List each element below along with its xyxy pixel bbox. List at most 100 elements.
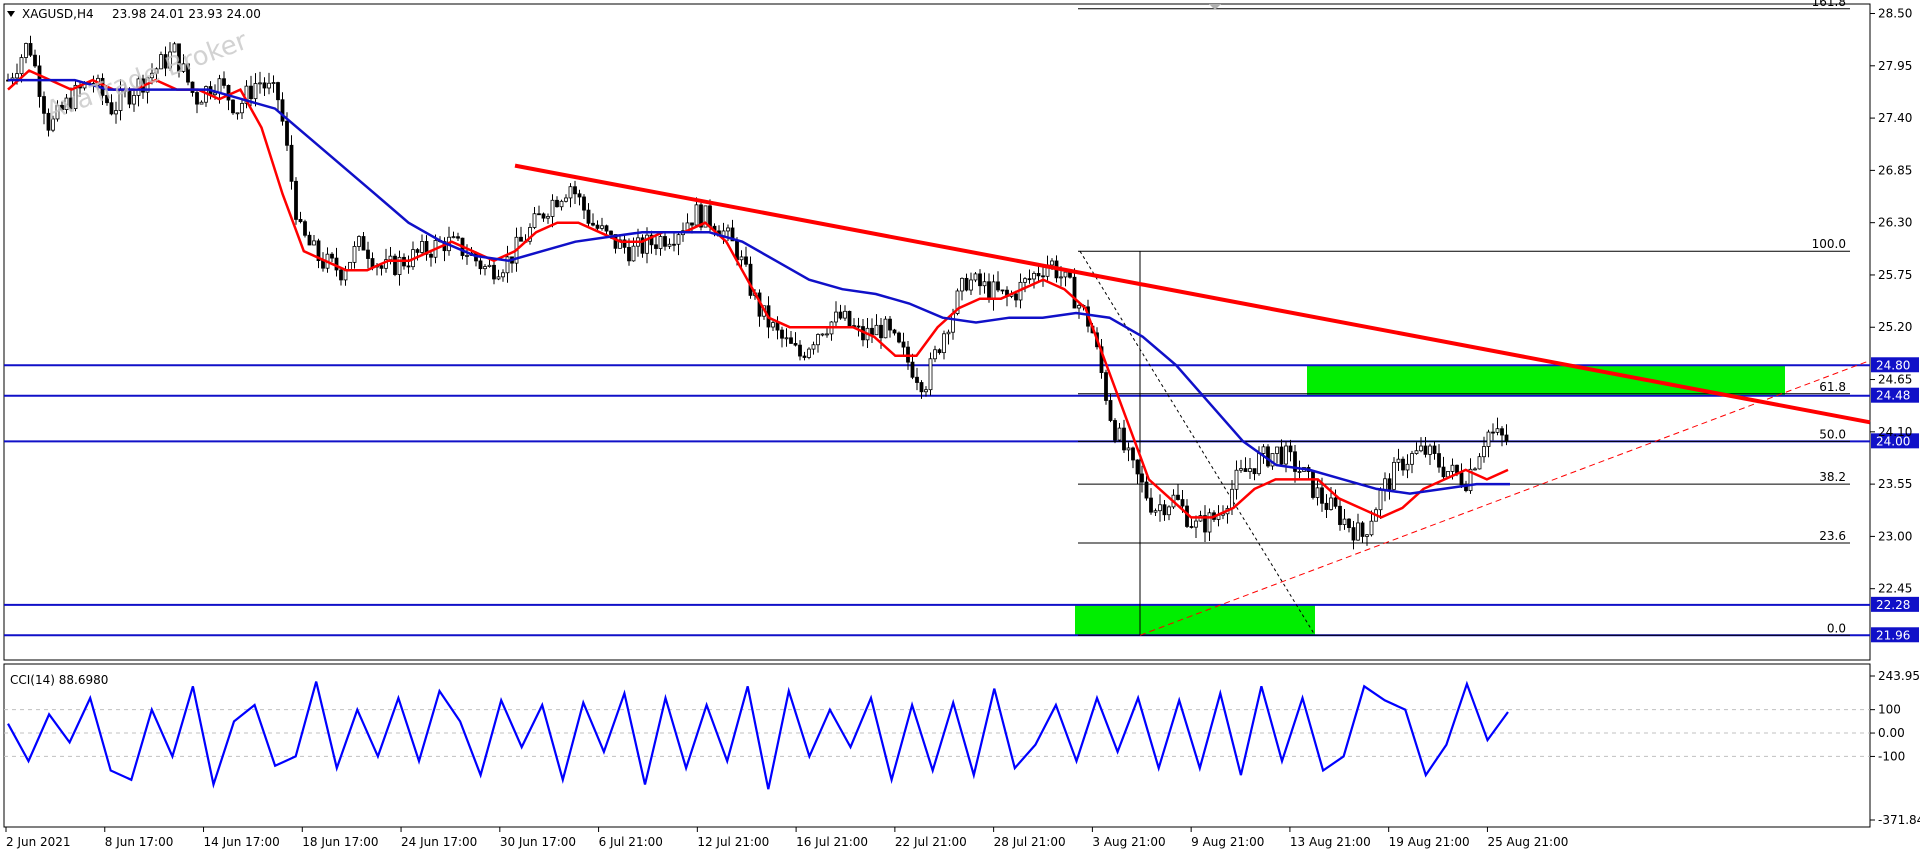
fib-ratio-label: 61.8: [1819, 380, 1846, 394]
candle-body: [213, 92, 217, 96]
candle-body: [1050, 260, 1054, 266]
candle-body: [834, 311, 838, 323]
support-zone: [1075, 604, 1315, 636]
candle-body: [1356, 522, 1360, 541]
candle-body: [51, 118, 55, 131]
candle-body: [586, 209, 591, 224]
candle-body: [1333, 497, 1338, 507]
candle-body: [316, 240, 321, 261]
y-tick-label: 25.75: [1878, 268, 1912, 282]
candle-body: [199, 101, 204, 105]
candle-body: [1257, 453, 1261, 475]
candle-body: [1423, 445, 1428, 455]
candle-body: [321, 260, 325, 269]
candle-body: [1014, 293, 1018, 301]
candle-body: [298, 219, 303, 223]
candle-body: [271, 82, 276, 84]
candle-body: [1104, 372, 1108, 401]
axis-layer: 28.50 27.95 27.40 26.85 26.30 25.75 25.20 24.65…: [5, 7, 1912, 849]
candle-body: [1405, 463, 1410, 471]
candle-body: [415, 249, 420, 253]
candle-body: [1140, 473, 1144, 483]
candle-body: [285, 120, 289, 146]
candle-body: [397, 256, 402, 275]
candle-body: [780, 329, 784, 339]
candle-body: [838, 311, 843, 319]
candle-body: [1324, 502, 1329, 510]
candle-body: [537, 213, 541, 216]
candle-body: [172, 43, 177, 53]
candle-body: [1063, 271, 1068, 278]
candle-body: [1441, 466, 1446, 478]
ma-layer: [7, 69, 1510, 519]
candle-body: [1194, 520, 1198, 528]
fib-ratio-label: 0.0: [1827, 621, 1846, 635]
candle-body: [744, 256, 748, 265]
candle-body: [487, 264, 492, 267]
candle-body: [429, 253, 433, 258]
candle-body: [249, 85, 253, 100]
candle-body: [640, 237, 645, 254]
candle-body: [1437, 453, 1441, 468]
candle-body: [1275, 446, 1279, 454]
candle-body: [690, 222, 694, 226]
candle-body: [1500, 428, 1504, 436]
candle-body: [816, 334, 820, 346]
candle-body: [478, 260, 483, 270]
candle-body: [24, 43, 28, 58]
candle-body: [1455, 464, 1459, 474]
scroll-marker-icon[interactable]: [1209, 4, 1221, 10]
candle-body: [919, 382, 924, 393]
candle-body: [573, 186, 577, 195]
candle-body: [888, 318, 892, 331]
candle-body: [456, 236, 460, 239]
level-badge-label: 21.96: [1876, 628, 1910, 642]
candle-body: [951, 313, 955, 333]
candle-body: [366, 249, 370, 259]
candle-body: [910, 361, 915, 378]
candle-body: [892, 329, 897, 334]
candle-body: [312, 240, 316, 246]
candle-body: [1473, 468, 1477, 471]
candle-body: [991, 281, 996, 301]
candle-body: [109, 102, 114, 115]
candle-body: [222, 78, 226, 86]
slow-ma-line: [8, 78, 1510, 495]
candle-body: [1491, 431, 1495, 434]
x-tick-label: 22 Jul 21:00: [895, 835, 967, 849]
candle-body: [847, 310, 852, 326]
candle-body: [370, 258, 375, 268]
candle-body: [393, 255, 397, 275]
x-tick-label: 16 Jul 21:00: [796, 835, 868, 849]
candle-body: [964, 277, 969, 291]
candle-body: [577, 193, 582, 198]
candle-body: [168, 51, 172, 69]
candle-body: [802, 355, 807, 358]
candle-body: [1027, 278, 1032, 281]
candle-body: [1396, 458, 1401, 463]
candle-body: [1446, 471, 1450, 478]
candle-body: [1153, 510, 1158, 513]
x-tick-label: 9 Aug 21:00: [1191, 835, 1264, 849]
candle-body: [978, 273, 982, 287]
y-tick-label: 27.40: [1878, 111, 1912, 125]
candle-body: [627, 246, 631, 262]
candle-body: [1347, 518, 1351, 529]
y-tick-label: 26.30: [1878, 216, 1912, 230]
candle-body: [784, 337, 789, 340]
candle-body: [496, 276, 501, 280]
candle-body: [1189, 526, 1194, 528]
candle-body: [604, 225, 609, 232]
fast-ma-line: [7, 69, 1509, 519]
y-tick-label: 27.95: [1878, 59, 1912, 73]
candle-body: [244, 85, 249, 104]
candle-body: [532, 213, 537, 228]
level-badge: [1871, 596, 1919, 612]
candle-body: [541, 213, 546, 219]
candle-body: [1387, 478, 1392, 490]
candle-body: [1351, 527, 1356, 541]
candle-body: [672, 243, 676, 246]
menu-triangle-icon[interactable]: [7, 11, 15, 17]
candle-body: [181, 63, 186, 72]
candle-body: [942, 333, 946, 354]
